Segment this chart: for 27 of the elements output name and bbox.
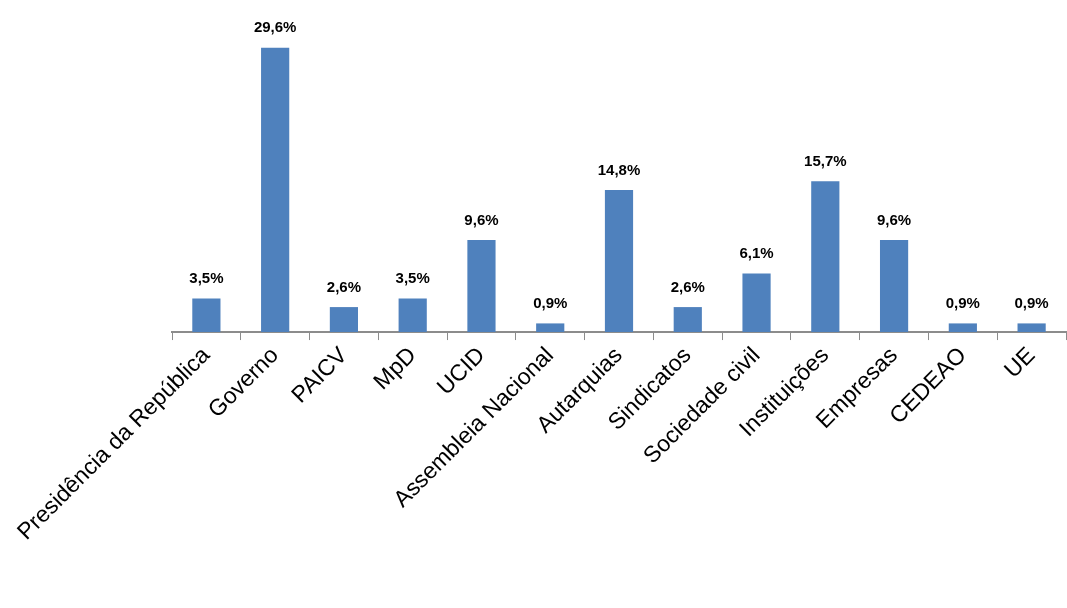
bar <box>879 239 909 333</box>
bar <box>261 47 290 333</box>
bar <box>329 307 359 333</box>
data-label: 2,6% <box>670 277 705 295</box>
data-label: 3,5% <box>189 269 224 287</box>
bar <box>467 239 496 333</box>
data-label: 0,9% <box>945 294 980 312</box>
bar <box>398 298 427 333</box>
bar <box>1017 323 1046 333</box>
data-label: 9,6% <box>464 210 499 228</box>
bar <box>673 307 702 333</box>
bar <box>604 189 634 333</box>
data-label: 2,6% <box>326 277 362 295</box>
bar <box>948 323 977 333</box>
data-label: 29,6% <box>253 18 297 36</box>
bar <box>811 181 840 333</box>
bar <box>192 298 221 333</box>
data-label: 9,6% <box>876 210 912 228</box>
bar <box>536 323 565 333</box>
data-label: 3,5% <box>395 269 430 287</box>
x-tick-label: UE <box>998 341 1040 383</box>
data-label: 0,9% <box>533 294 568 312</box>
data-label: 14,8% <box>597 160 641 178</box>
bar <box>742 273 771 333</box>
data-label: 0,9% <box>1014 294 1049 312</box>
data-label: 6,1% <box>739 244 774 262</box>
data-label: 15,7% <box>804 151 847 169</box>
